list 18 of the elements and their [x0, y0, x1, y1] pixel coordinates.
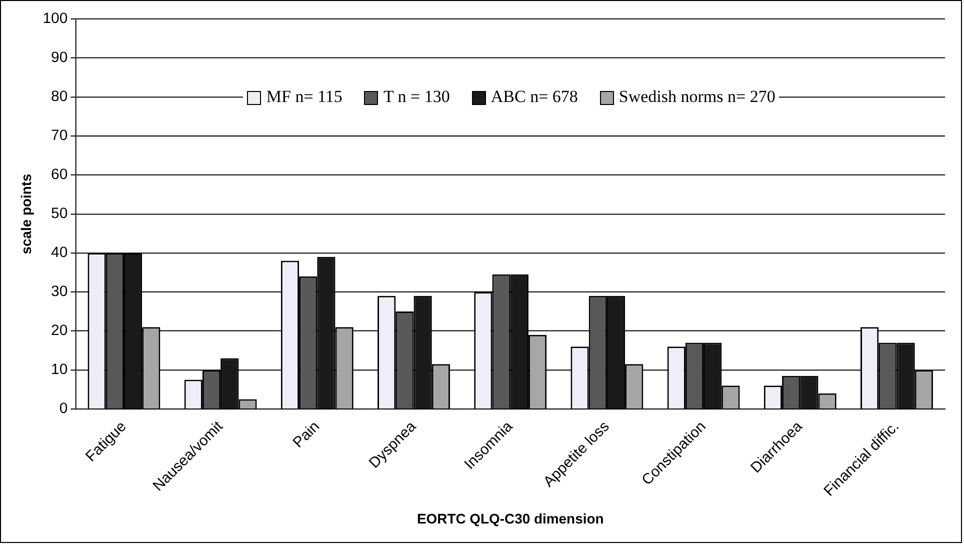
y-tick-label: 50 — [51, 205, 68, 222]
y-tick-label: 80 — [51, 88, 68, 106]
y-tick-label: 40 — [51, 244, 68, 262]
legend-label: MF n= 115 — [265, 87, 342, 108]
y-axis-title: scale points — [18, 173, 34, 254]
y-tick-label: 90 — [51, 49, 68, 66]
y-tick-label: 70 — [51, 127, 68, 144]
y-tick-label: 20 — [51, 322, 68, 340]
y-tick-label: 10 — [51, 361, 68, 378]
x-tick-label: Pain — [290, 418, 323, 452]
legend-label: Swedish norms n= 270 — [618, 87, 776, 108]
legend-label: ABC n= 678 — [490, 87, 578, 108]
y-tick-label: 0 — [59, 400, 68, 418]
y-tick-label: 30 — [51, 283, 68, 300]
y-tick-label: 100 — [42, 10, 68, 28]
x-axis-title: EORTC QLQ-C30 dimension — [416, 510, 604, 527]
y-tick-label: 60 — [51, 166, 68, 184]
legend-label: T n = 130 — [382, 87, 450, 108]
